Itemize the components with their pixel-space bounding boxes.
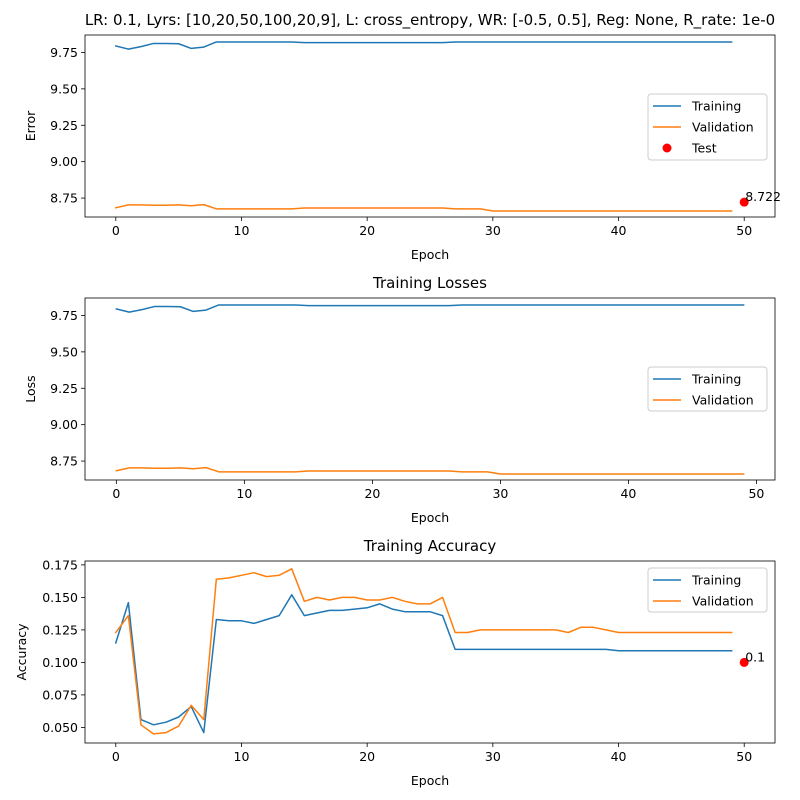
legend: Training Validation xyxy=(647,366,768,412)
y-axis-label: Accuracy xyxy=(14,623,29,681)
y-tick-label: 8.75 xyxy=(50,454,78,469)
y-tick-label: 9.00 xyxy=(50,154,78,169)
legend-swatch xyxy=(662,143,672,153)
y-tick-label: 9.25 xyxy=(50,381,78,396)
series-line-training xyxy=(114,41,733,50)
x-axis-label: Epoch xyxy=(411,247,449,262)
x-tick-label: 30 xyxy=(485,749,501,764)
chart-title: Training Losses xyxy=(372,274,487,292)
axes-frame xyxy=(84,34,776,218)
legend-entry-label: Training xyxy=(691,372,741,387)
test-point xyxy=(739,657,749,667)
x-axis-label: Epoch xyxy=(411,510,449,525)
x-tick-label: 0 xyxy=(112,486,120,501)
y-tick-label: 0.050 xyxy=(42,720,78,735)
legend: Training Validation Test xyxy=(647,93,768,161)
x-tick-label: 50 xyxy=(748,486,764,501)
series-line-validation xyxy=(114,568,733,735)
x-tick-label: 40 xyxy=(611,749,627,764)
y-tick-label: 0.150 xyxy=(42,590,78,605)
x-tick-label: 30 xyxy=(492,486,508,501)
x-tick-label: 20 xyxy=(359,749,375,764)
axes-frame xyxy=(84,560,776,744)
legend-entry-label: Validation xyxy=(692,120,754,135)
legend-entry-label: Training xyxy=(691,573,741,588)
x-tick-label: 10 xyxy=(234,749,250,764)
series-line-training xyxy=(115,304,745,313)
x-tick-label: 20 xyxy=(364,486,380,501)
test-point-label: 0.1 xyxy=(745,649,765,664)
chart-1: LR: 0.1, Lyrs: [10,20,50,100,20,9], L: c… xyxy=(23,11,781,262)
y-tick-label: 0.125 xyxy=(42,622,78,637)
x-tick-label: 40 xyxy=(620,486,636,501)
legend: Training Validation xyxy=(647,567,768,613)
y-axis-label: Error xyxy=(23,110,38,141)
x-tick-label: 50 xyxy=(736,223,752,238)
y-tick-label: 0.075 xyxy=(42,687,78,702)
chart-3: Training Accuracy 0.1 0 10 20 30 40 50 0.050 0.07… xyxy=(14,537,776,788)
y-tick-label: 9.50 xyxy=(50,81,78,96)
chart-title: Training Accuracy xyxy=(363,537,497,555)
x-tick-label: 20 xyxy=(359,223,375,238)
legend-entry-label: Validation xyxy=(692,393,754,408)
y-tick-label: 8.75 xyxy=(50,191,78,206)
x-tick-label: 10 xyxy=(236,486,252,501)
y-tick-label: 9.75 xyxy=(50,45,78,60)
test-point-label: 8.722 xyxy=(745,189,781,204)
chart-title: LR: 0.1, Lyrs: [10,20,50,100,20,9], L: c… xyxy=(85,11,775,30)
y-tick-label: 9.00 xyxy=(50,417,78,432)
test-point xyxy=(739,197,749,207)
series-line-validation xyxy=(114,203,733,212)
x-axis-label: Epoch xyxy=(411,773,449,788)
legend-entry-label: Test xyxy=(691,141,717,156)
y-axis-label: Loss xyxy=(23,375,38,402)
x-tick-label: 0 xyxy=(112,223,120,238)
x-tick-label: 30 xyxy=(485,223,501,238)
legend-entry-label: Training xyxy=(691,99,741,114)
y-tick-label: 9.50 xyxy=(50,344,78,359)
x-tick-label: 40 xyxy=(611,223,627,238)
axes-frame xyxy=(84,297,776,481)
x-tick-label: 0 xyxy=(112,749,120,764)
y-tick-label: 0.100 xyxy=(42,655,78,670)
y-tick-label: 9.75 xyxy=(50,308,78,323)
legend-frame xyxy=(647,93,768,161)
y-tick-label: 0.175 xyxy=(42,557,78,572)
y-tick-label: 9.25 xyxy=(50,118,78,133)
chart-2: Training Losses 0 10 20 30 40 50 8.75 9.00 9.25 9.… xyxy=(23,274,776,525)
x-tick-label: 50 xyxy=(736,749,752,764)
x-tick-label: 10 xyxy=(234,223,250,238)
series-line-validation xyxy=(115,466,745,475)
series-line-training xyxy=(114,594,733,734)
legend-entry-label: Validation xyxy=(692,594,754,609)
